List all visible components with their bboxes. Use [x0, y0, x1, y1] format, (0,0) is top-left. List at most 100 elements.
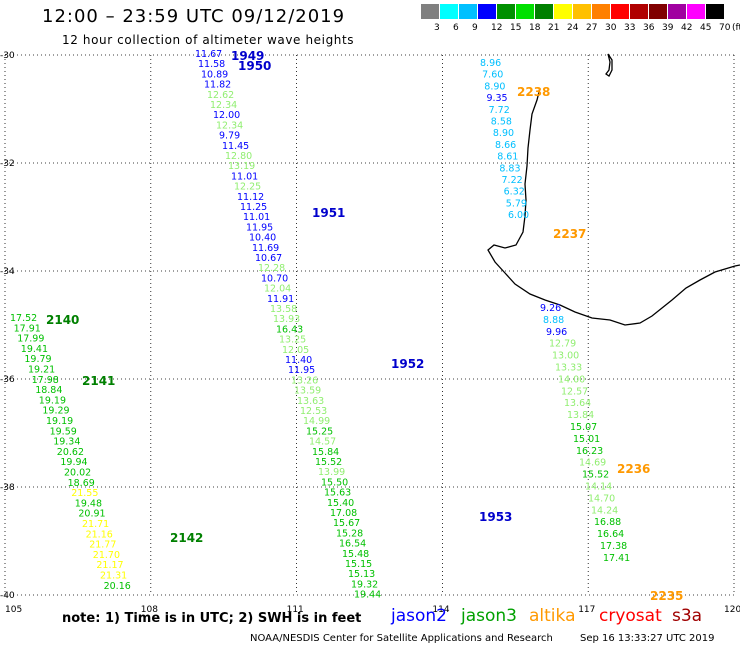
wave-height-value: 15.84 — [312, 447, 339, 458]
wave-height-value: 13.19 — [228, 161, 255, 172]
wave-height-value: 19.19 — [46, 416, 73, 427]
x-tick-label: 117 — [578, 605, 595, 615]
wave-height-value: 9.26 — [540, 303, 561, 314]
wave-height-value: 7.72 — [489, 105, 510, 116]
wave-height-value: 11.67 — [195, 49, 222, 60]
wave-height-value: 17.91 — [14, 323, 41, 334]
wave-height-value: 8.90 — [493, 128, 514, 139]
wave-height-value: 21.31 — [100, 571, 127, 582]
coastline — [487, 53, 740, 326]
wave-height-value: 15.13 — [348, 569, 375, 580]
wave-height-value: 12.57 — [561, 386, 588, 397]
wave-height-value: 17.98 — [32, 375, 59, 386]
wave-height-value: 13.84 — [567, 410, 594, 421]
wave-height-value: 11.82 — [204, 80, 231, 91]
legend-swatch — [478, 4, 497, 19]
wave-height-value: 11.95 — [246, 222, 273, 233]
wave-height-value: 19.29 — [42, 406, 69, 417]
wave-height-value: 12.04 — [264, 284, 291, 295]
legend-tick: 3 — [434, 23, 440, 33]
y-tick-label: -34 — [0, 267, 15, 277]
wave-height-value: 8.66 — [495, 140, 516, 151]
wave-height-value: 21.70 — [93, 550, 120, 561]
legend-tick: 33 — [624, 23, 636, 33]
wave-height-value: 14.99 — [303, 416, 330, 427]
wave-height-value: 15.52 — [582, 470, 609, 481]
x-tick-label: 114 — [432, 605, 449, 615]
wave-height-value: 13.64 — [564, 398, 591, 409]
legend-swatch — [592, 4, 611, 19]
wave-height-value: 12.34 — [210, 100, 237, 111]
wave-height-value: 15.48 — [342, 549, 369, 560]
credit-line: NOAA/NESDIS Center for Satellite Applica… — [250, 633, 553, 644]
wave-height-value: 9.96 — [546, 327, 567, 338]
wave-height-value: 19.34 — [53, 437, 80, 448]
wave-height-value: 19.19 — [39, 395, 66, 406]
legend-tick: 18 — [529, 23, 541, 33]
wave-height-value: 19.32 — [351, 579, 378, 590]
legend-swatch — [516, 4, 535, 19]
wave-height-value: 13.59 — [294, 386, 321, 397]
legend-tick: 45 — [700, 23, 712, 33]
wave-height-value: 17.08 — [330, 508, 357, 519]
legend-tick: 30 — [605, 23, 617, 33]
legend-swatch — [573, 4, 592, 19]
wave-height-value: 17.52 — [10, 313, 37, 324]
legend-swatch — [630, 4, 649, 19]
wave-height-value: 8.88 — [543, 315, 564, 326]
legend-swatch — [459, 4, 478, 19]
wave-height-value: 21.16 — [86, 529, 113, 540]
wave-height-value: 10.40 — [249, 233, 276, 244]
wave-height-value: 15.67 — [333, 518, 360, 529]
wave-height-value: 20.16 — [104, 581, 131, 592]
wave-height-value: 13.33 — [555, 363, 582, 374]
map-grid — [4, 54, 735, 596]
legend-swatch — [554, 4, 573, 19]
page-title: 12:00 – 23:59 UTC 09/12/2019 — [42, 6, 346, 27]
wave-height-value: 15.15 — [345, 559, 372, 570]
legend-tick: 6 — [453, 23, 459, 33]
wave-height-value: 12.80 — [225, 151, 252, 162]
page-subtitle: 12 hour collection of altimeter wave hei… — [62, 33, 355, 47]
pass-time-label: 2238 — [517, 85, 550, 99]
wave-height-value: 15.52 — [315, 457, 342, 468]
legend-tick: 15 — [510, 23, 522, 33]
legend-swatch — [706, 4, 725, 19]
wave-height-value: 15.07 — [570, 422, 597, 433]
pass-time-label: 1952 — [391, 357, 424, 371]
y-tick-label: -38 — [0, 483, 15, 493]
pass-time-label: 1953 — [479, 510, 512, 524]
x-tick-label: 108 — [141, 605, 158, 615]
wave-height-value: 8.90 — [484, 81, 505, 92]
wave-height-value: 11.95 — [288, 365, 315, 376]
wave-height-value: 15.28 — [336, 528, 363, 539]
legend-tick: 9 — [472, 23, 478, 33]
footer-note: note: 1) Time is in UTC; 2) SWH is in fe… — [62, 611, 362, 626]
legend-swatch — [440, 4, 459, 19]
wave-height-value: 14.14 — [585, 482, 612, 493]
satellite-name: jason2 — [391, 606, 447, 626]
pass-time-label: 2142 — [170, 531, 203, 545]
timestamp: Sep 16 13:33:27 UTC 2019 — [580, 633, 715, 644]
legend-swatch — [611, 4, 630, 19]
wave-height-value: 19.94 — [60, 457, 87, 468]
satellite-name: altika — [529, 606, 576, 626]
wave-height-value: 11.12 — [237, 192, 264, 203]
legend-swatch — [687, 4, 706, 19]
legend-swatch — [649, 4, 668, 19]
wave-height-value: 20.91 — [78, 509, 105, 520]
wave-height-value: 19.59 — [50, 426, 77, 437]
wave-height-value: 16.54 — [339, 539, 366, 550]
legend-tick: 42 — [681, 23, 693, 33]
wave-height-value: 14.24 — [591, 505, 618, 516]
pass-time-label: 1950 — [238, 59, 271, 73]
wave-height-value: 19.41 — [21, 344, 48, 355]
wave-height-value: 11.01 — [231, 171, 258, 182]
pass-time-label: 1951 — [312, 206, 345, 220]
wave-height-value: 18.84 — [35, 385, 62, 396]
legend-tick: 39 — [662, 23, 674, 33]
wave-height-value: 15.01 — [573, 434, 600, 445]
legend-swatch — [497, 4, 516, 19]
legend-unit: (ft) — [732, 23, 740, 33]
